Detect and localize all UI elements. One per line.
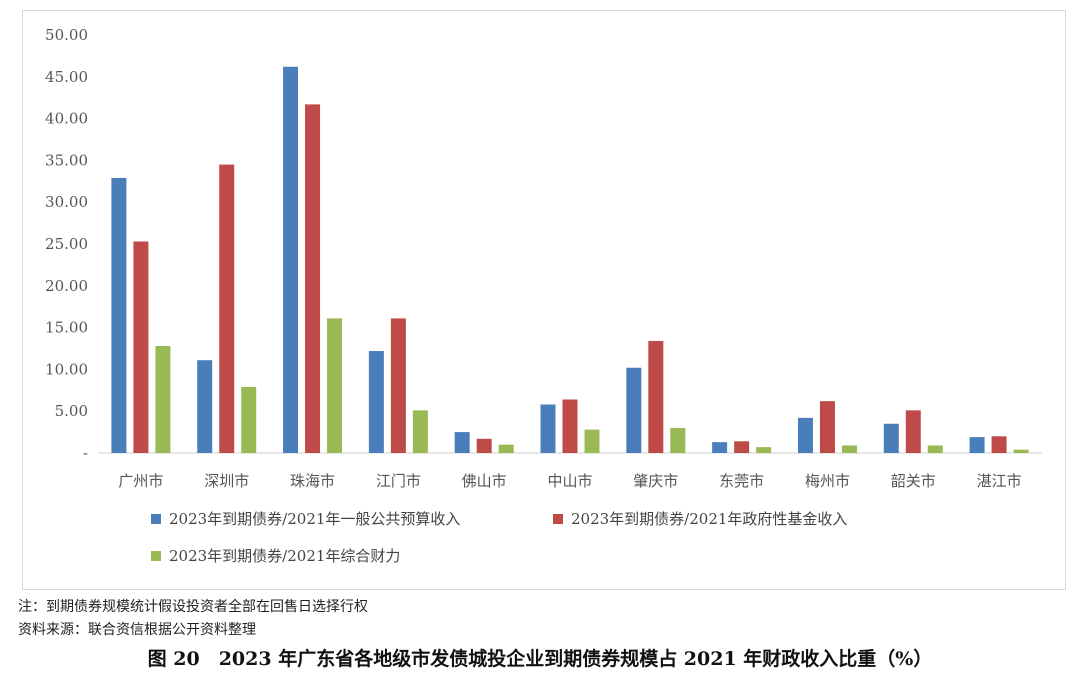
- y-tick-label: 10.00: [45, 360, 88, 378]
- x-tick-label: 梅州市: [805, 472, 850, 490]
- x-tick-label: 珠海市: [290, 472, 335, 490]
- bar: [454, 432, 470, 453]
- bar: [327, 318, 343, 453]
- bar: [969, 437, 985, 453]
- x-tick-label: 肇庆市: [633, 472, 678, 490]
- y-tick-label: -: [83, 444, 88, 462]
- y-tick-label: 15.00: [45, 319, 88, 337]
- y-tick-label: 45.00: [45, 68, 88, 86]
- bar: [197, 360, 213, 453]
- x-tick-label: 东莞市: [719, 472, 764, 490]
- bar: [584, 429, 600, 453]
- x-tick-label: 深圳市: [204, 472, 249, 490]
- x-tick-label: 广州市: [118, 472, 163, 490]
- bar: [670, 427, 686, 453]
- bar: [498, 444, 514, 453]
- y-tick-label: 35.00: [45, 151, 88, 169]
- bar: [155, 345, 171, 453]
- bar: [540, 404, 556, 453]
- x-tick-label: 中山市: [547, 472, 592, 490]
- x-tick-label: 佛山市: [462, 472, 507, 490]
- y-tick-label: 50.00: [45, 26, 88, 44]
- bar: [305, 104, 321, 453]
- bar: [927, 445, 943, 453]
- bar: [412, 410, 428, 453]
- bar: [712, 442, 728, 453]
- legend-swatch: [151, 551, 161, 561]
- bar: [626, 367, 642, 453]
- y-tick-label: 25.00: [45, 235, 88, 253]
- bar: [283, 66, 299, 453]
- bar: [991, 436, 1007, 453]
- legend-label: 2023年到期债券/2021年综合财力: [169, 547, 400, 565]
- bar-chart: - 5.00 10.00 15.00 20.00 25.00 30.00 35.00 40.00…: [45, 26, 1042, 565]
- bar: [368, 351, 384, 453]
- bar: [111, 177, 127, 453]
- y-tick-label: 5.00: [55, 402, 88, 420]
- bar: [756, 447, 772, 453]
- legend-label: 2023年到期债券/2021年一般公共预算收入: [169, 510, 460, 528]
- chart-note: 注：到期债券规模统计假设投资者全部在回售日选择行权: [18, 599, 368, 615]
- x-tick-label: 韶关市: [891, 472, 936, 490]
- x-tick-label: 江门市: [376, 472, 421, 490]
- chart-source: 资料来源：联合资信根据公开资料整理: [18, 622, 256, 638]
- bar: [905, 410, 921, 453]
- bar: [219, 164, 235, 453]
- y-tick-label: 30.00: [45, 193, 88, 211]
- bar: [648, 340, 664, 453]
- bar: [819, 401, 835, 453]
- bar: [883, 423, 899, 453]
- bar: [562, 399, 578, 453]
- x-tick-label: 湛江市: [977, 472, 1022, 490]
- bar: [734, 441, 750, 453]
- figure-caption: 图 20 2023 年广东省各地级市发债城投企业到期债券规模占 2021 年财政…: [147, 648, 933, 670]
- bar: [476, 438, 492, 453]
- bar: [390, 318, 406, 453]
- legend-swatch: [553, 514, 563, 524]
- bar: [797, 417, 813, 453]
- legend-swatch: [151, 514, 161, 524]
- chart-frame: [22, 10, 1066, 590]
- bar: [841, 445, 857, 453]
- y-tick-label: 40.00: [45, 110, 88, 128]
- y-tick-label: 20.00: [45, 277, 88, 295]
- bar: [133, 241, 149, 453]
- bar: [1013, 449, 1029, 453]
- legend-label: 2023年到期债券/2021年政府性基金收入: [571, 510, 847, 528]
- bar: [241, 386, 257, 453]
